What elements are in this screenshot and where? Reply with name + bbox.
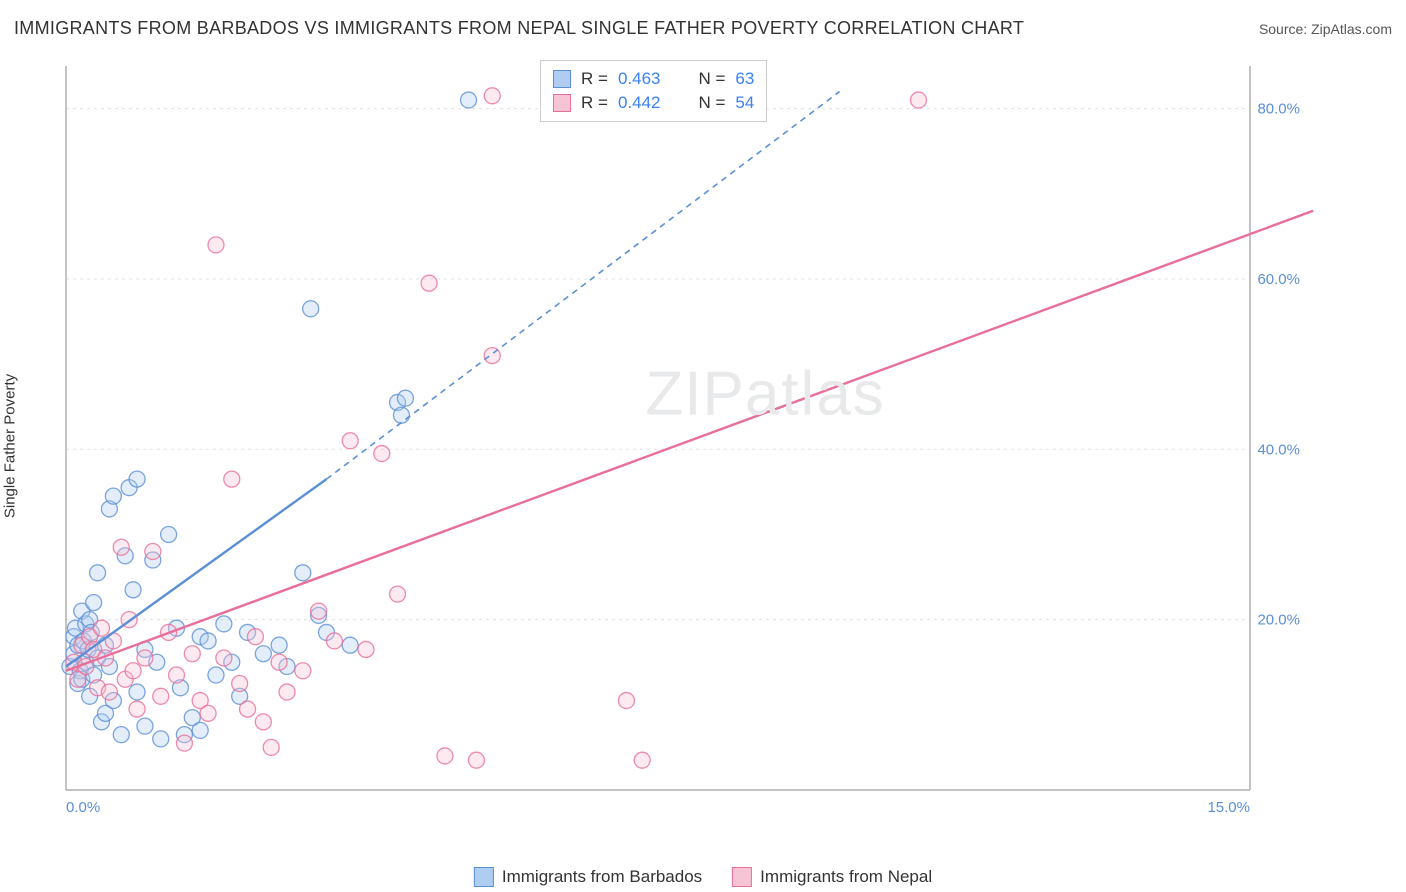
stats-row-series1: R = 0.463 N = 63 xyxy=(553,67,754,91)
svg-text:60.0%: 60.0% xyxy=(1257,271,1300,288)
svg-text:80.0%: 80.0% xyxy=(1257,101,1300,118)
stats-r-value-series2: 0.442 xyxy=(618,93,661,113)
svg-text:0.0%: 0.0% xyxy=(66,799,100,816)
legend-label-series2: Immigrants from Nepal xyxy=(760,867,932,887)
legend-item-series2: Immigrants from Nepal xyxy=(732,867,932,887)
stats-n-value-series1: 63 xyxy=(735,69,754,89)
svg-text:40.0%: 40.0% xyxy=(1257,441,1300,458)
stats-n-value-series2: 54 xyxy=(735,93,754,113)
legend-swatch-series1 xyxy=(474,867,494,887)
bottom-legend: Immigrants from Barbados Immigrants from… xyxy=(474,867,932,887)
stats-swatch-series2 xyxy=(553,94,571,112)
stats-n-label: N = xyxy=(698,69,725,89)
stats-r-label: R = xyxy=(581,69,608,89)
chart-title: IMMIGRANTS FROM BARBADOS VS IMMIGRANTS F… xyxy=(14,18,1024,39)
stats-row-series2: R = 0.442 N = 54 xyxy=(553,91,754,115)
stats-r-value-series1: 0.463 xyxy=(618,69,661,89)
chart-header: IMMIGRANTS FROM BARBADOS VS IMMIGRANTS F… xyxy=(14,18,1392,39)
legend-label-series1: Immigrants from Barbados xyxy=(502,867,702,887)
chart-area: ZIPatlas 20.0%40.0%60.0%80.0%0.0%15.0% xyxy=(60,60,1320,820)
chart-source: Source: ZipAtlas.com xyxy=(1259,21,1392,37)
svg-text:15.0%: 15.0% xyxy=(1207,799,1250,816)
stats-swatch-series1 xyxy=(553,70,571,88)
svg-text:20.0%: 20.0% xyxy=(1257,612,1300,629)
stats-r-label: R = xyxy=(581,93,608,113)
stats-legend-box: R = 0.463 N = 63 R = 0.442 N = 54 xyxy=(540,60,767,122)
scatter-chart-svg: 20.0% 40.0% 60.0% 80.0% 0.0% 15.0% xyxy=(60,60,1320,820)
stats-n-label: N = xyxy=(698,93,725,113)
y-axis-label: Single Father Poverty xyxy=(2,374,19,518)
legend-item-series1: Immigrants from Barbados xyxy=(474,867,702,887)
legend-swatch-series2 xyxy=(732,867,752,887)
